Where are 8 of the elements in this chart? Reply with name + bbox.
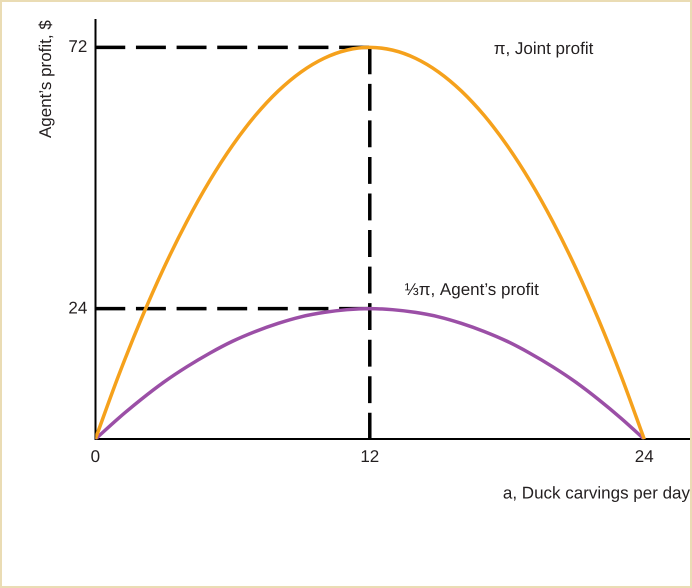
x-tick-label: 12	[360, 447, 380, 466]
y-axis-title: Agent’s profit, $	[36, 20, 55, 138]
annotation: π, Joint profit	[494, 39, 594, 58]
annotation: ⅓π, Agent’s profit	[404, 280, 540, 300]
y-tick-label: 72	[68, 37, 88, 56]
x-tick-label: 0	[90, 447, 100, 466]
x-axis-title: a, Duck carvings per day	[502, 483, 690, 502]
x-tick-label: 24	[634, 447, 654, 466]
